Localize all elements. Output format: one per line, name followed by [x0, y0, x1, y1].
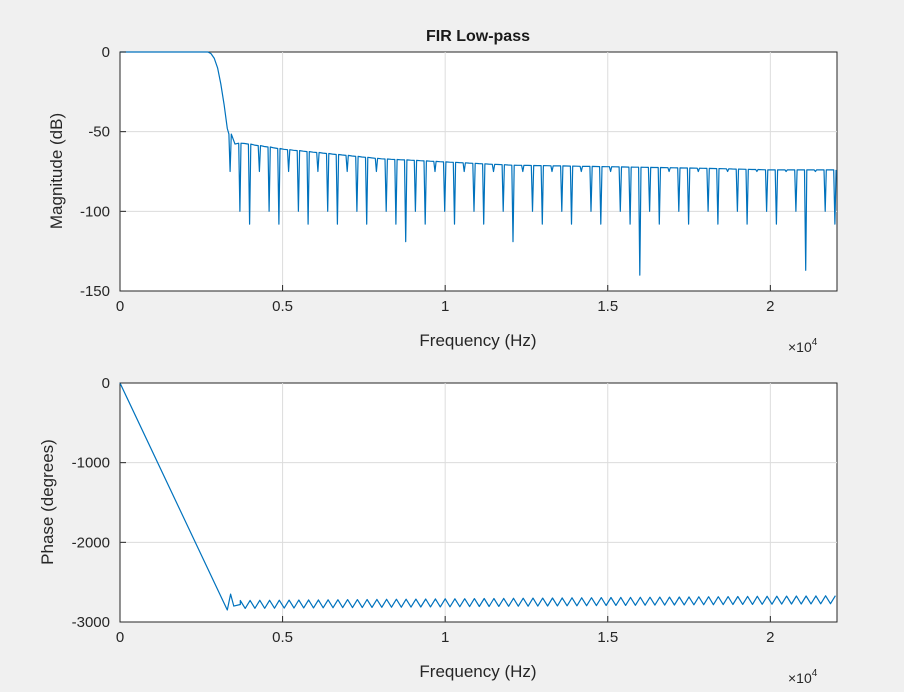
phase-y-tick-label: -3000	[72, 614, 110, 631]
magnitude-ticks: 0 0.5 1 1.5 2 0 -50 -100 -150	[80, 44, 775, 315]
magnitude-x-exponent-base: ×10	[788, 339, 812, 355]
phase-x-tick-label: 1	[441, 629, 449, 646]
magnitude-axes: 0 0.5 1 1.5 2 0 -50 -100 -150 FIR Low-pass Frequ…	[47, 28, 838, 355]
chart-title: FIR Low-pass	[426, 28, 530, 45]
phase-x-exponent-power: 4	[812, 668, 818, 679]
magnitude-x-tick-label: 1	[441, 298, 449, 315]
phase-x-tick-label: 1.5	[597, 629, 618, 646]
phase-x-exponent-base: ×10	[788, 670, 812, 686]
phase-x-axis-label: Frequency (Hz)	[419, 662, 536, 681]
magnitude-y-axis-label: Magnitude (dB)	[47, 113, 66, 229]
magnitude-x-tick-label: 2	[766, 298, 774, 315]
phase-y-axis-label: Phase (degrees)	[38, 439, 57, 565]
magnitude-y-tick-label: -150	[80, 283, 110, 300]
magnitude-x-tick-label: 0	[116, 298, 124, 315]
magnitude-x-exponent-power: 4	[812, 337, 818, 348]
magnitude-x-tick-label: 1.5	[597, 298, 618, 315]
magnitude-y-tick-label: -100	[80, 203, 110, 220]
phase-x-tick-label: 2	[766, 629, 774, 646]
phase-y-tick-label: -2000	[72, 534, 110, 551]
magnitude-plot-area	[119, 51, 838, 292]
phase-y-tick-label: 0	[102, 375, 110, 392]
phase-response-line	[119, 382, 836, 611]
magnitude-y-tick-label: 0	[102, 44, 110, 61]
magnitude-y-tick-label: -50	[88, 124, 110, 141]
magnitude-x-tick-label: 0.5	[272, 298, 293, 315]
phase-y-tick-label: -1000	[72, 455, 110, 472]
phase-ticks: 0 0.5 1 1.5 2 0 -1000 -2000 -3000	[72, 375, 775, 646]
phase-gridlines	[120, 383, 837, 622]
phase-x-exponent: ×104	[788, 668, 818, 686]
phase-x-tick-label: 0	[116, 629, 124, 646]
phase-x-tick-label: 0.5	[272, 629, 293, 646]
magnitude-x-exponent: ×104	[788, 337, 818, 355]
phase-axes: 0 0.5 1 1.5 2 0 -1000 -2000 -3000 Frequency (Hz)…	[38, 375, 838, 686]
phase-plot-area	[119, 382, 838, 623]
magnitude-response-line	[120, 51, 837, 276]
magnitude-x-axis-label: Frequency (Hz)	[419, 331, 536, 350]
